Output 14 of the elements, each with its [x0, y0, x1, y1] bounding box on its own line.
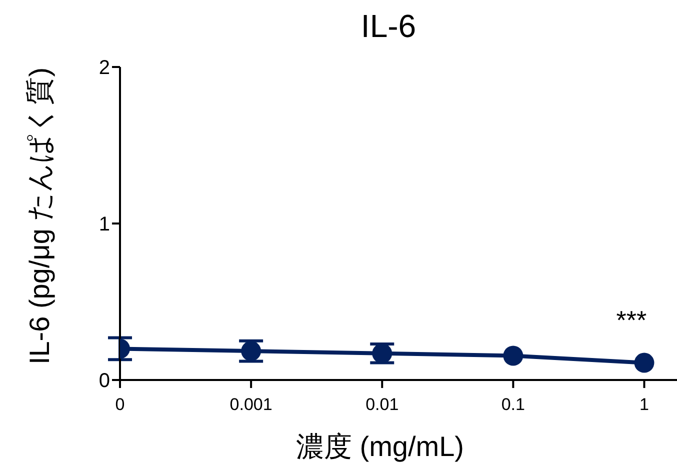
- point: [634, 352, 654, 373]
- y-tick-label: 1: [98, 214, 110, 236]
- x-tick-label: 0: [115, 395, 125, 414]
- chart-title: IL-6: [360, 8, 418, 45]
- x-tick-label: 0.01: [366, 395, 399, 414]
- annotation: ***: [616, 304, 647, 336]
- x-tick-label: 0.1: [501, 395, 525, 414]
- y-axis-title: IL-6 (pg/μg たんぱく質): [23, 66, 56, 364]
- point: [503, 346, 524, 366]
- y-tick-label: 2: [98, 57, 110, 80]
- x-tick-label: 1: [640, 395, 649, 414]
- x-tick-label: 0.001: [230, 395, 272, 414]
- x-axis-title: 濃度 (mg/mL): [295, 430, 465, 464]
- y-tick-label: 0: [98, 370, 110, 392]
